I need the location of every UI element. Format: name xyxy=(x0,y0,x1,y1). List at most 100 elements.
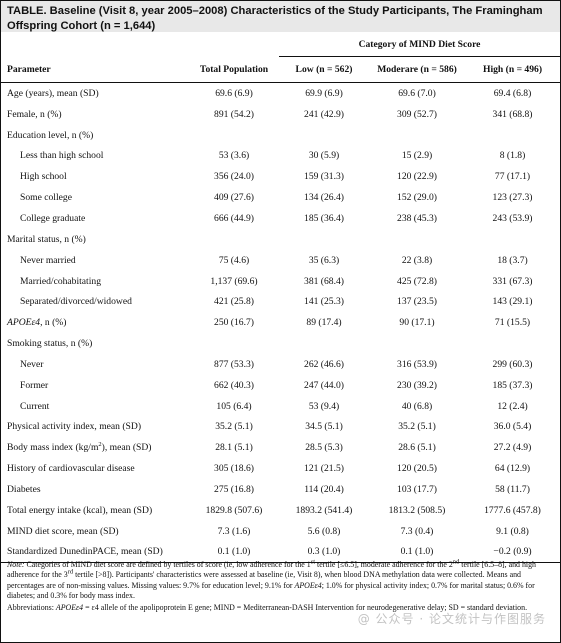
cell-total: 105 (6.4) xyxy=(216,400,252,412)
cell-low: 381 (68.4) xyxy=(304,275,344,287)
cell-total: 1,137 (69.6) xyxy=(210,275,258,287)
cell-total: 53 (3.6) xyxy=(218,150,250,162)
cell-total: 1829.8 (507.6) xyxy=(205,504,263,516)
table-title: TABLE. Baseline (Visit 8, year 2005–2008… xyxy=(1,1,560,32)
cell-total: 69.6 (6.9) xyxy=(215,87,253,99)
table-row: College graduate 666 (44.9) 185 (36.4) 238 … xyxy=(1,208,560,229)
table-notes: Note: Categories of MIND diet score are … xyxy=(1,558,560,614)
cell-total: 7.3 (1.6) xyxy=(217,525,251,537)
cell-moderate: 238 (45.3) xyxy=(397,212,437,224)
cell-total: 891 (54.2) xyxy=(214,108,254,120)
cell-moderate: 0.1 (1.0) xyxy=(369,541,465,564)
table-row: Age (years), mean (SD) 69.6 (6.9) 69.9 (6.… xyxy=(1,83,560,104)
cell-low xyxy=(279,125,369,146)
row-label: Former xyxy=(20,379,49,391)
row-label: Education level, n (%) xyxy=(7,129,94,141)
table-row: Total energy intake (kcal), mean (SD) 182… xyxy=(1,500,560,521)
row-label: History of cardiovascular disease xyxy=(7,463,135,475)
cell-low xyxy=(279,333,369,354)
cell-high: 123 (27.3) xyxy=(492,192,533,204)
cell-low: 89 (17.4) xyxy=(306,317,342,329)
row-label: Never married xyxy=(20,254,76,266)
cell-moderate: 230 (39.2) xyxy=(397,379,437,391)
cell-total: 28.1 (5.1) xyxy=(215,442,253,454)
cell-moderate: 40 (6.8) xyxy=(401,400,433,412)
row-label: Female, n (%) xyxy=(7,108,62,120)
cell-high: −0.2 (0.9) xyxy=(465,541,561,564)
row-label: Married/cohabitating xyxy=(20,275,101,287)
table-row: Never married 75 (4.6) 35 (6.3) 22 (3.8) 18 … xyxy=(1,250,560,271)
table-row: Less than high school 53 (3.6) 30 (5.9) 15 … xyxy=(1,146,560,167)
cell-high xyxy=(465,125,560,146)
row-label: High school xyxy=(20,171,67,183)
cell-moderate: 103 (17.7) xyxy=(397,483,437,495)
cell-high xyxy=(465,229,560,250)
cell-high: 331 (67.3) xyxy=(492,275,533,287)
cell-low: 141 (25.3) xyxy=(304,296,344,308)
cell-high: 64 (12.9) xyxy=(494,463,531,475)
cell-low: 69.9 (6.9) xyxy=(305,87,343,99)
cell-high: 299 (60.3) xyxy=(492,358,533,370)
cell-high: 77 (17.1) xyxy=(494,171,531,183)
row-label: Standardized DunedinPACE, mean (SD) xyxy=(1,541,189,564)
row-label: Never xyxy=(20,358,44,370)
cell-high: 9.1 (0.8) xyxy=(496,525,529,537)
row-label: Body mass index (kg/m2), mean (SD) xyxy=(7,441,152,454)
table-row: History of cardiovascular disease 305 (18… xyxy=(1,458,560,479)
cell-total xyxy=(189,125,279,146)
table-row: Former 662 (40.3) 247 (44.0) 230 (39.2) 185 … xyxy=(1,375,560,396)
cell-moderate: 316 (53.9) xyxy=(397,358,437,370)
table-row: High school 356 (24.0) 159 (31.3) 120 (22.9… xyxy=(1,166,560,187)
table-row: Education level, n (%) xyxy=(1,125,560,146)
table-row: APOEε4, n (%) 250 (16.7) 89 (17.4) 90 (17.1… xyxy=(1,312,560,333)
cell-moderate: 35.2 (5.1) xyxy=(398,421,436,433)
cell-total: 0.1 (1.0) xyxy=(189,541,279,564)
cell-low: 134 (26.4) xyxy=(304,192,344,204)
row-label: Some college xyxy=(20,192,72,204)
cell-high: 8 (1.8) xyxy=(499,150,526,162)
table-row: Separated/divorced/widowed 421 (25.8) 141 … xyxy=(1,291,560,312)
cell-moderate: 69.6 (7.0) xyxy=(398,87,436,99)
row-label: APOEε4, n (%) xyxy=(7,317,67,329)
cell-total: 35.2 (5.1) xyxy=(215,421,253,433)
cell-high: 143 (29.1) xyxy=(492,296,533,308)
cell-low: 241 (42.9) xyxy=(304,108,344,120)
high-header: High (n = 496) xyxy=(465,56,561,83)
cell-total: 250 (16.7) xyxy=(214,317,254,329)
cell-low: 114 (20.4) xyxy=(304,483,344,495)
row-label: College graduate xyxy=(20,212,86,224)
table-row: Smoking status, n (%) xyxy=(1,333,560,354)
cell-moderate: 120 (22.9) xyxy=(397,171,437,183)
table-row: Married/cohabitating 1,137 (69.6) 381 (68.… xyxy=(1,271,560,292)
cell-moderate: 309 (52.7) xyxy=(397,108,437,120)
table-row: Marital status, n (%) xyxy=(1,229,560,250)
cell-moderate: 1813.2 (508.5) xyxy=(388,504,446,516)
cell-total: 877 (53.3) xyxy=(214,358,254,370)
cell-low: 28.5 (5.3) xyxy=(305,442,343,454)
cell-total xyxy=(189,229,279,250)
cell-high: 243 (53.9) xyxy=(492,212,533,224)
table-row: Standardized DunedinPACE, mean (SD) 0.1 (… xyxy=(1,541,561,564)
row-label: Physical activity index, mean (SD) xyxy=(7,421,142,433)
cell-moderate: 90 (17.1) xyxy=(399,317,435,329)
cell-high: 69.4 (6.8) xyxy=(493,87,532,99)
table-row: MIND diet score, mean (SD) 7.3 (1.6) 5.6 (… xyxy=(1,521,560,542)
gene-name: APOEε4 xyxy=(7,317,41,329)
cell-high: 185 (37.3) xyxy=(492,379,533,391)
cell-low: 53 (9.4) xyxy=(308,400,340,412)
low-header: Low (n = 562) xyxy=(279,56,369,83)
table-row: Body mass index (kg/m2), mean (SD) 28.1 (… xyxy=(1,437,560,458)
category-header: Category of MIND Diet Score xyxy=(279,32,561,57)
parameter-header: Parameter xyxy=(1,56,189,83)
cell-high xyxy=(465,333,560,354)
cell-total xyxy=(189,333,279,354)
row-label: Total energy intake (kcal), mean (SD) xyxy=(7,504,153,516)
row-label: MIND diet score, mean (SD) xyxy=(7,525,119,537)
note-paragraph: Note: Categories of MIND diet score are … xyxy=(7,558,536,601)
cell-total: 275 (16.8) xyxy=(214,483,254,495)
cell-high: 18 (3.7) xyxy=(497,254,528,266)
cell-total: 666 (44.9) xyxy=(214,212,254,224)
cell-low: 1893.2 (541.4) xyxy=(295,504,353,516)
cell-low: 159 (31.3) xyxy=(304,171,344,183)
